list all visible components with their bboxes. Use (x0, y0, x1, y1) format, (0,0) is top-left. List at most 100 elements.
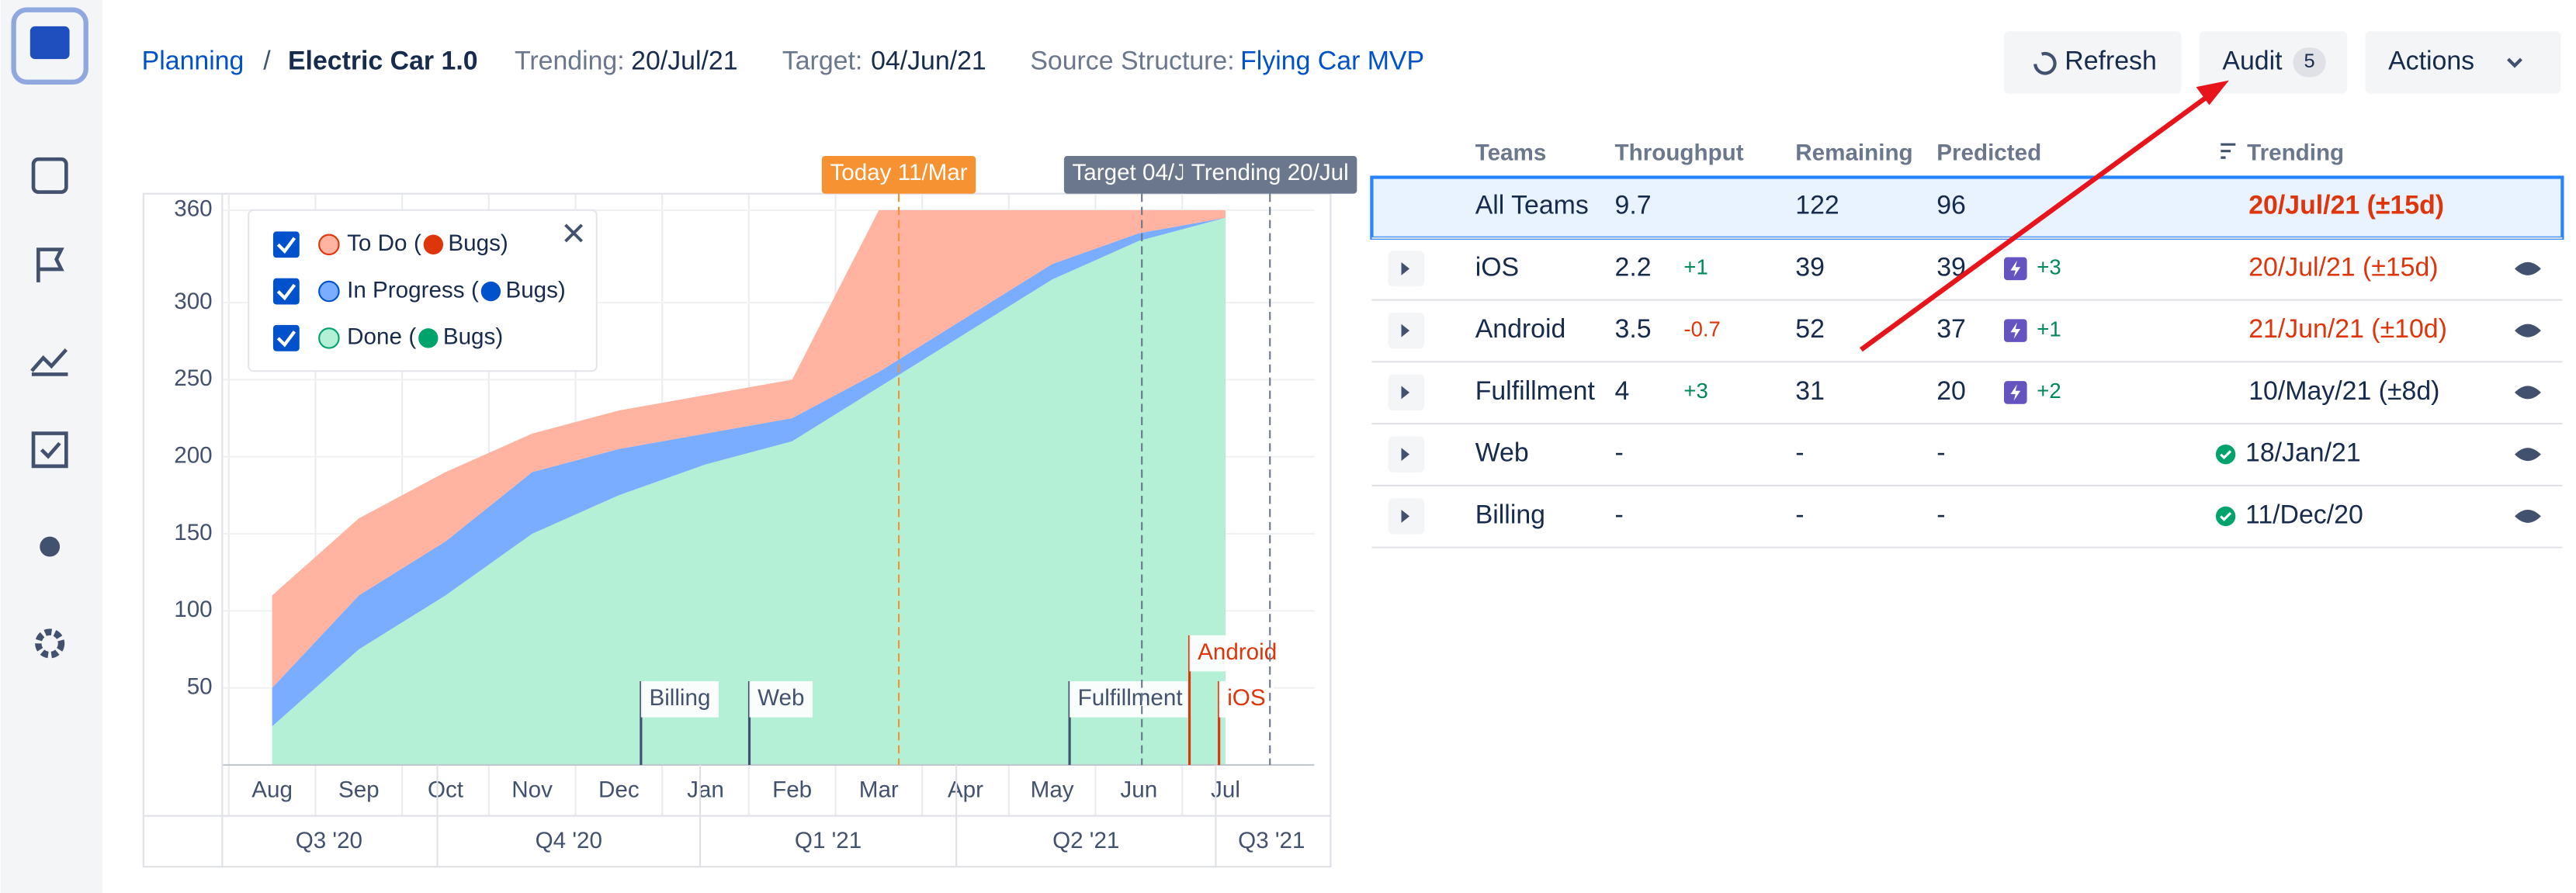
milestone-box (640, 681, 719, 718)
throughput: 3.5 (1615, 314, 1652, 344)
predicted-delta: +3 (2037, 255, 2061, 279)
milestone-box (1219, 681, 1274, 718)
milestone-label: iOS (1227, 685, 1265, 711)
quarter-label: Q3 '21 (1238, 828, 1305, 853)
remaining: 31 (1795, 376, 1825, 406)
x-tick-label: Dec (598, 777, 640, 803)
audit-button[interactable]: Audit 5 (2199, 31, 2348, 94)
eye-icon[interactable] (2515, 386, 2541, 400)
y-tick-label: 150 (174, 520, 212, 545)
x-tick-label: Nov (511, 777, 553, 803)
quarter-label: Q1 '21 (795, 828, 862, 853)
refresh-button[interactable]: Refresh (2003, 31, 2182, 94)
nav-flag[interactable] (36, 247, 64, 282)
source-label: Source Structure: (1030, 46, 1234, 75)
y-tick-label: 100 (174, 597, 212, 622)
throughput: - (1615, 438, 1624, 468)
legend-checkbox[interactable] (272, 324, 300, 351)
nav-settings[interactable] (35, 628, 65, 659)
throughput-delta: +3 (1683, 379, 1708, 403)
marker-label: Trending 20/Jul (1191, 160, 1349, 185)
x-tick-label: Sep (338, 777, 380, 803)
legend-label: In Progress (347, 277, 464, 303)
target-label: Target: (782, 46, 862, 75)
legend-close[interactable] (564, 223, 584, 243)
nav-backlog[interactable] (31, 157, 68, 194)
sidebar (0, 0, 102, 893)
predicted-delta: +1 (2037, 317, 2061, 341)
x-tick-label: Apr (948, 777, 983, 803)
team: All Teams (1475, 191, 1589, 220)
y-tick-label: 50 (187, 673, 213, 699)
trending-label: Trending: (515, 46, 625, 75)
expand-icon (1401, 509, 1410, 523)
throughput: - (1615, 500, 1624, 529)
expand-icon (1401, 324, 1410, 337)
eye-icon[interactable] (2515, 509, 2541, 523)
legend-checkbox[interactable] (272, 278, 300, 305)
check (276, 237, 296, 254)
throughput-delta: -0.7 (1683, 317, 1720, 341)
legend-swatch (318, 234, 340, 256)
legend-open: ( (408, 324, 416, 350)
milestone-label: Android (1198, 639, 1277, 665)
audit-label[interactable]: Audit (2222, 46, 2283, 75)
legend-label: To Do (347, 230, 407, 256)
actions-button[interactable]: Actions (2365, 31, 2561, 94)
breadcrumb[interactable]: Planning (142, 46, 244, 75)
legend-bug-dot (423, 234, 444, 254)
legend-bug-dot (480, 281, 501, 302)
y-tick-label: 300 (174, 289, 212, 314)
done-check (2220, 512, 2232, 521)
throughput: 4 (1615, 376, 1630, 406)
marker-box (821, 156, 976, 194)
x-tick-label: Mar (859, 777, 899, 803)
legend-label: Done (347, 324, 402, 350)
bolt (2010, 260, 2021, 277)
column-header: Remaining (1795, 140, 1912, 166)
team: iOS (1475, 252, 1519, 282)
legend-bug-dot (418, 328, 439, 348)
milestone-box (749, 681, 813, 718)
logo[interactable] (11, 7, 88, 85)
nav-reports[interactable] (30, 348, 68, 376)
legend-open: ( (414, 230, 421, 256)
trending: 10/May/21 (±8d) (2248, 376, 2439, 406)
column-header: Teams (1475, 140, 1547, 166)
eye-icon[interactable] (2515, 324, 2541, 337)
eye-icon[interactable] (2515, 261, 2541, 275)
throughput: 2.2 (1615, 252, 1652, 282)
title: Electric Car 1.0 (288, 46, 478, 75)
quarter-label: Q2 '21 (1052, 828, 1119, 853)
bolt (2010, 384, 2021, 401)
predicted-delta: +2 (2037, 379, 2061, 403)
table: Teams Throughput Remaining Predicted Trendin… (1370, 140, 2564, 549)
area (272, 217, 1226, 765)
check (276, 331, 296, 348)
legend-swatch (318, 327, 340, 349)
nav-tasks[interactable] (31, 431, 68, 469)
legend-bugs: Bugs) (443, 324, 503, 350)
expand-icon (1401, 261, 1410, 275)
column-header: Throughput (1615, 140, 1744, 166)
legend-checkbox[interactable] (272, 231, 300, 258)
team: Billing (1475, 500, 1545, 529)
predicted: 96 (1936, 191, 1966, 220)
eye-icon[interactable] (2515, 448, 2541, 462)
nav-teams[interactable] (40, 536, 61, 557)
target: 04/Jun/21 (871, 46, 986, 75)
arrow (1860, 80, 2229, 352)
predicted: 20 (1936, 376, 1966, 406)
team: Fulfillment (1475, 376, 1596, 406)
actions-label[interactable]: Actions (2388, 46, 2474, 75)
milestone-label: Web (758, 685, 804, 711)
done-check (2220, 450, 2232, 460)
remaining: - (1795, 500, 1804, 529)
separator: / (263, 46, 271, 75)
x-tick-label: Aug (251, 777, 293, 803)
legend-swatch (318, 280, 340, 303)
source[interactable]: Flying Car MVP (1240, 46, 1424, 75)
column-header: Predicted (1936, 140, 2041, 166)
refresh-label[interactable]: Refresh (2065, 46, 2157, 75)
